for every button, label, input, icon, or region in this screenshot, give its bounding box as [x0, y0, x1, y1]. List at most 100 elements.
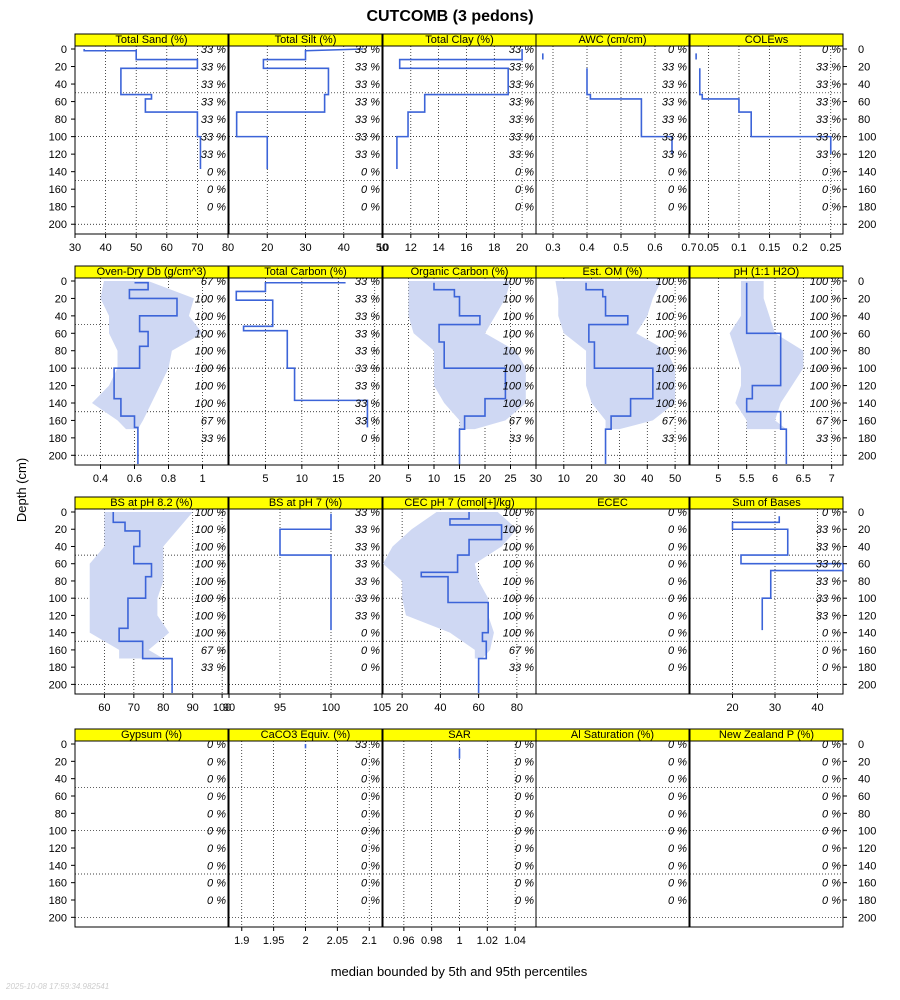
pct-label: 33 % — [201, 149, 226, 161]
y-tick-label-left: 100 — [49, 132, 67, 144]
pct-label: 0 % — [515, 774, 534, 786]
y-tick-label-left: 80 — [55, 808, 67, 820]
x-tick-label: 0.1 — [731, 242, 746, 254]
pct-label: 0 % — [822, 756, 841, 768]
panel-strip-label: Total Clay (%) — [425, 34, 493, 46]
y-tick-label-right: 180 — [858, 433, 876, 445]
pct-label: 100 % — [503, 363, 534, 375]
x-tick-label: 100 — [213, 702, 231, 714]
pct-label: 67 % — [816, 415, 841, 427]
pct-label: 100 % — [503, 346, 534, 358]
pct-label: 33 % — [355, 559, 380, 571]
pct-label: 0 % — [361, 826, 380, 838]
y-tick-label-right: 20 — [858, 524, 870, 536]
pct-label: 33 % — [355, 62, 380, 74]
pct-label: 0 % — [668, 826, 687, 838]
pct-label: 100 % — [503, 559, 534, 571]
panel-strip-label: Gypsum (%) — [121, 729, 182, 741]
x-tick-label: 60 — [161, 242, 173, 254]
pct-label: 0 % — [822, 645, 841, 657]
pct-label: 0 % — [207, 756, 226, 768]
pct-label: 33 % — [816, 593, 841, 605]
panel-strip-label: AWC (cm/cm) — [578, 34, 646, 46]
y-tick-label-right: 60 — [858, 559, 870, 571]
pct-label: 33 % — [816, 149, 841, 161]
median-line — [235, 48, 363, 170]
pct-label: 0 % — [361, 843, 380, 855]
panel: BS at pH 8.2 (%)100 %100 %100 %100 %100 … — [74, 496, 231, 714]
pct-label: 100 % — [195, 363, 226, 375]
pct-label: 33 % — [662, 97, 687, 109]
y-tick-label-left: 0 — [61, 276, 67, 288]
pct-label: 67 % — [201, 645, 226, 657]
panel-frame — [689, 45, 844, 235]
pct-label: 33 % — [355, 276, 380, 288]
y-tick-label-left: 80 — [55, 114, 67, 126]
x-tick-label: 40 — [434, 702, 446, 714]
y-tick-label-left: 40 — [55, 774, 67, 786]
x-tick-label: 1 — [456, 935, 462, 947]
pct-label: 67 % — [662, 415, 687, 427]
pct-label: 0 % — [207, 843, 226, 855]
pct-label: 100 % — [656, 328, 687, 340]
pct-label: 100 % — [195, 559, 226, 571]
x-tick-label: 0.25 — [820, 242, 841, 254]
y-tick-label-left: 160 — [49, 184, 67, 196]
pct-label: 0 % — [822, 860, 841, 872]
panel-strip-label: COLEws — [745, 34, 789, 46]
pct-label: 100 % — [656, 293, 687, 305]
x-tick-label: 25 — [504, 473, 516, 485]
x-tick-label: 20 — [726, 702, 738, 714]
y-tick-label-left: 60 — [55, 97, 67, 109]
y-tick-label-right: 100 — [858, 132, 876, 144]
x-tick-label: 1.95 — [263, 935, 284, 947]
pct-label: 0 % — [361, 202, 380, 214]
pct-label: 33 % — [201, 132, 226, 144]
y-tick-label-right: 180 — [858, 202, 876, 214]
pct-label: 0 % — [361, 628, 380, 640]
y-tick-label-right: 200 — [858, 450, 876, 462]
pct-label: 33 % — [355, 507, 380, 519]
x-tick-label: 60 — [98, 702, 110, 714]
y-tick-label-left: 120 — [49, 610, 67, 622]
pct-label: 33 % — [662, 79, 687, 91]
pct-label: 0 % — [515, 739, 534, 751]
y-tick-label-right: 0 — [858, 507, 864, 519]
pct-label: 0 % — [515, 843, 534, 855]
x-tick-label: 90 — [223, 702, 235, 714]
median-line — [420, 512, 503, 693]
pct-label: 33 % — [355, 415, 380, 427]
y-tick-label-left: 60 — [55, 328, 67, 340]
pct-label: 100 % — [503, 610, 534, 622]
x-tick-label: 0.05 — [698, 242, 719, 254]
y-tick-label-right: 0 — [858, 44, 864, 56]
pct-label: 0 % — [668, 808, 687, 820]
y-tick-label-left: 180 — [49, 662, 67, 674]
x-tick-label: 6.5 — [796, 473, 811, 485]
pct-label: 33 % — [355, 293, 380, 305]
pct-label: 33 % — [509, 662, 534, 674]
panel-frame — [535, 740, 690, 928]
pct-label: 33 % — [662, 62, 687, 74]
y-tick-label-right: 180 — [858, 895, 876, 907]
pct-label: 0 % — [361, 774, 380, 786]
median-line — [112, 512, 173, 693]
y-tick-label-right: 60 — [858, 97, 870, 109]
median-line — [586, 68, 673, 155]
pct-label: 33 % — [201, 62, 226, 74]
pct-label: 100 % — [810, 276, 841, 288]
x-tick-label: 20 — [261, 242, 273, 254]
y-tick-label-right: 140 — [858, 398, 876, 410]
y-tick-label-left: 140 — [49, 860, 67, 872]
y-tick-label-left: 20 — [55, 756, 67, 768]
panel: Oven-Dry Db (g/cm^3)67 %100 %100 %100 %1… — [74, 265, 229, 485]
median-line — [235, 281, 369, 428]
y-tick-label-left: 140 — [49, 398, 67, 410]
pct-label: 33 % — [355, 328, 380, 340]
panel-strip-label: SAR — [448, 729, 471, 741]
pct-label: 0 % — [361, 645, 380, 657]
panel-frame — [535, 45, 690, 235]
x-tick-label: 30 — [299, 242, 311, 254]
x-tick-label: 15 — [453, 473, 465, 485]
panel: Total Carbon (%) 33 % 33 % 33 % 33 % 33 % 33 %… — [228, 265, 383, 485]
